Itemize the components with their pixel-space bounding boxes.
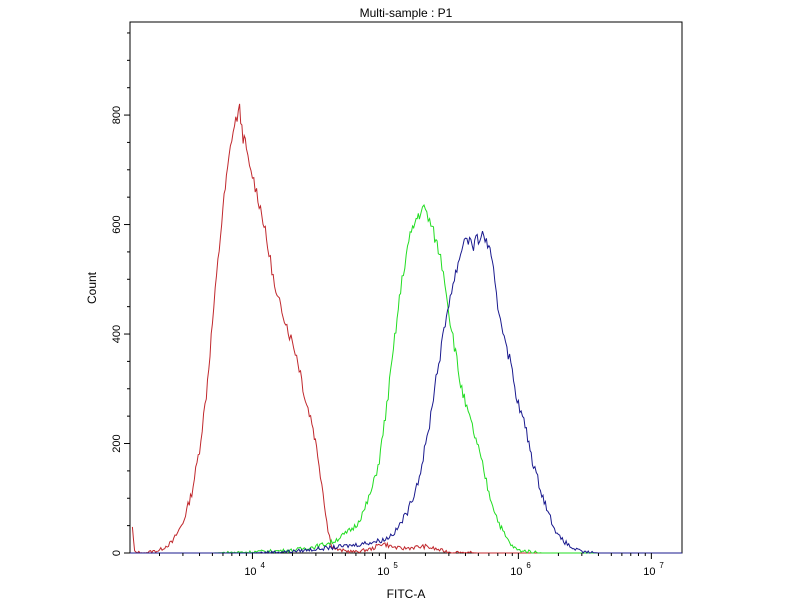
y-tick-label: 600 <box>111 215 123 233</box>
x-tick-label-exponent: 6 <box>526 561 531 570</box>
x-axis-ticks: 10 4 10 5 10 6 10 7 <box>158 553 664 578</box>
x-tick-label-base: 10 <box>377 566 389 578</box>
series-layer <box>130 103 682 554</box>
y-axis-ticks: 0 200 400 600 800 <box>111 32 130 556</box>
x-axis-label: FITC-A <box>387 587 426 600</box>
chart-title: Multi-sample : P1 <box>360 6 453 20</box>
x-tick-label-exponent: 7 <box>659 561 664 570</box>
y-tick-label: 400 <box>111 325 123 343</box>
histogram-series-line <box>131 103 682 554</box>
y-tick-label: 200 <box>111 434 123 452</box>
plot-frame <box>129 21 683 554</box>
x-tick-label-base: 10 <box>510 566 522 578</box>
y-tick-label: 0 <box>111 550 123 556</box>
x-tick-label-exponent: 4 <box>260 561 265 570</box>
y-tick-label: 800 <box>111 106 123 124</box>
histogram-series-line <box>130 203 682 554</box>
y-axis-label: Count <box>85 271 99 304</box>
x-tick-label-base: 10 <box>643 566 655 578</box>
histogram-series-line <box>130 230 682 554</box>
x-tick-label-exponent: 5 <box>393 561 398 570</box>
x-tick-label-base: 10 <box>244 566 256 578</box>
